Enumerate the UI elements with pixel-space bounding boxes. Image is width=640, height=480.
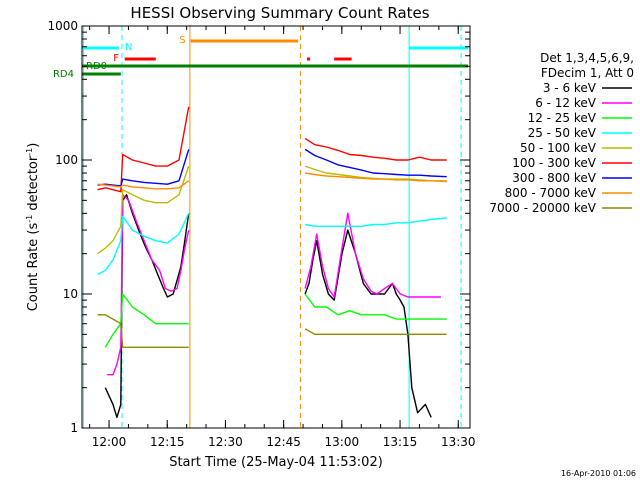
series-line-1 (107, 194, 441, 376)
legend-entry-label: 50 - 100 keV (520, 141, 597, 155)
series-line-0 (104, 194, 432, 419)
legend-entry-label: 3 - 6 keV (543, 81, 597, 95)
y-tick-label: 1 (70, 421, 78, 435)
x-axis-ticks: 12:00 12:15 12:30 12:45 13:00 13:15 13:30 (89, 26, 476, 449)
state-bar-s-0 (190, 39, 299, 43)
legend-header-line-2: FDecim 1, Att 0 (541, 66, 634, 80)
state-bar-f-2 (334, 57, 352, 61)
legend-entry-label: 300 - 800 keV (512, 171, 596, 185)
flag-label-f: F (113, 53, 119, 64)
series-line-6 (97, 148, 447, 187)
x-tick-label: 12:45 (266, 435, 301, 449)
legend-entry-label: 12 - 25 keV (528, 111, 597, 125)
legend-entry-label: 100 - 300 keV (512, 156, 596, 170)
state-bar-rd0-0 (82, 64, 469, 68)
state-bar-n-1 (409, 46, 469, 50)
flag-label-rd0: RD0 (86, 61, 107, 72)
state-bar-f-0 (124, 57, 156, 61)
legend-entry-label: 25 - 50 keV (528, 126, 597, 140)
x-tick-label: 12:15 (150, 435, 185, 449)
flag-label-s: S (179, 35, 185, 46)
legend-entry-label: 6 - 12 keV (535, 96, 597, 110)
footer-date: 16-Apr-2010 01:06 (561, 469, 636, 478)
legend-entry-label: 7000 - 20000 keV (489, 201, 596, 215)
y-axis-ticks: 1 10 100 1000 (47, 19, 470, 435)
legend-entry-label: 800 - 7000 keV (505, 186, 597, 200)
state-bar-rd4-0 (82, 72, 121, 76)
plot-area: N S F RD0 RD4 (53, 26, 469, 428)
state-bar-n-0 (82, 46, 119, 50)
state-bar-f-1 (307, 57, 311, 61)
y-tick-label: 1000 (47, 19, 78, 33)
series-line-2 (104, 293, 447, 348)
series-line-8 (97, 314, 447, 348)
series-line-5 (97, 106, 447, 193)
x-tick-label: 12:30 (208, 435, 243, 449)
flag-label-rd4: RD4 (53, 69, 74, 80)
y-tick-label: 10 (63, 287, 78, 301)
series-line-4 (97, 165, 447, 255)
legend-header-line-1: Det 1,3,4,5,6,9, (540, 51, 634, 65)
chart-title: HESSI Observing Summary Count Rates (130, 4, 429, 22)
legend: Det 1,3,4,5,6,9, FDecim 1, Att 0 3 - 6 k… (489, 51, 634, 215)
series-line-7 (97, 172, 447, 190)
series-line-3 (97, 213, 447, 276)
x-tick-label: 13:15 (383, 435, 418, 449)
x-tick-label: 13:30 (441, 435, 476, 449)
y-tick-label: 100 (55, 153, 78, 167)
x-tick-label: 13:00 (325, 435, 360, 449)
y-axis-label: Count Rate (s-1 detector-1) (25, 143, 41, 312)
x-tick-label: 12:00 (92, 435, 127, 449)
plot-frame (81, 25, 471, 429)
flag-label-n: N (125, 42, 132, 53)
x-axis-label: Start Time (25-May-04 11:53:02) (169, 455, 383, 470)
